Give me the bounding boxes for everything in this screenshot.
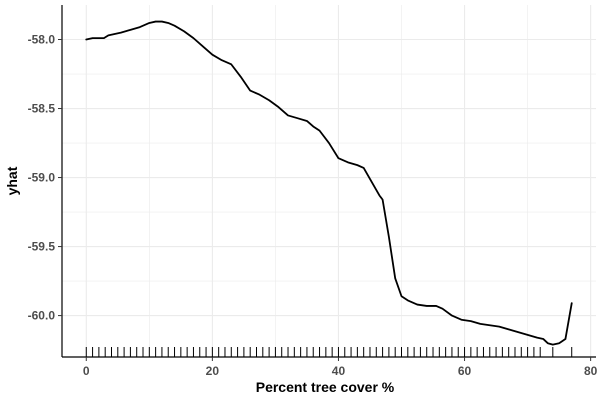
y-tick-label: -60.0 bbox=[28, 309, 56, 323]
x-axis-ticks: 0 20 40 60 80 bbox=[83, 357, 598, 378]
axes bbox=[61, 5, 596, 358]
grid bbox=[62, 5, 596, 357]
y-tick-label: -59.5 bbox=[28, 240, 56, 254]
y-tick-label: -59.0 bbox=[28, 171, 56, 185]
series-line bbox=[85, 20, 573, 346]
y-axis-ticks: -58.0 -58.5 -59.0 -59.5 -60.0 bbox=[28, 33, 62, 323]
y-axis-title: yhat bbox=[4, 166, 20, 195]
y-tick-label: -58.0 bbox=[28, 33, 56, 47]
x-tick-label: 60 bbox=[458, 364, 472, 378]
x-tick-label: 80 bbox=[584, 364, 598, 378]
x-tick-label: 0 bbox=[83, 364, 90, 378]
x-axis-title: Percent tree cover % bbox=[256, 379, 395, 395]
rug-marks bbox=[85, 347, 573, 357]
series-group bbox=[85, 20, 573, 346]
x-tick-label: 40 bbox=[332, 364, 346, 378]
x-tick-label: 20 bbox=[206, 364, 220, 378]
y-tick-label: -58.5 bbox=[28, 102, 56, 116]
